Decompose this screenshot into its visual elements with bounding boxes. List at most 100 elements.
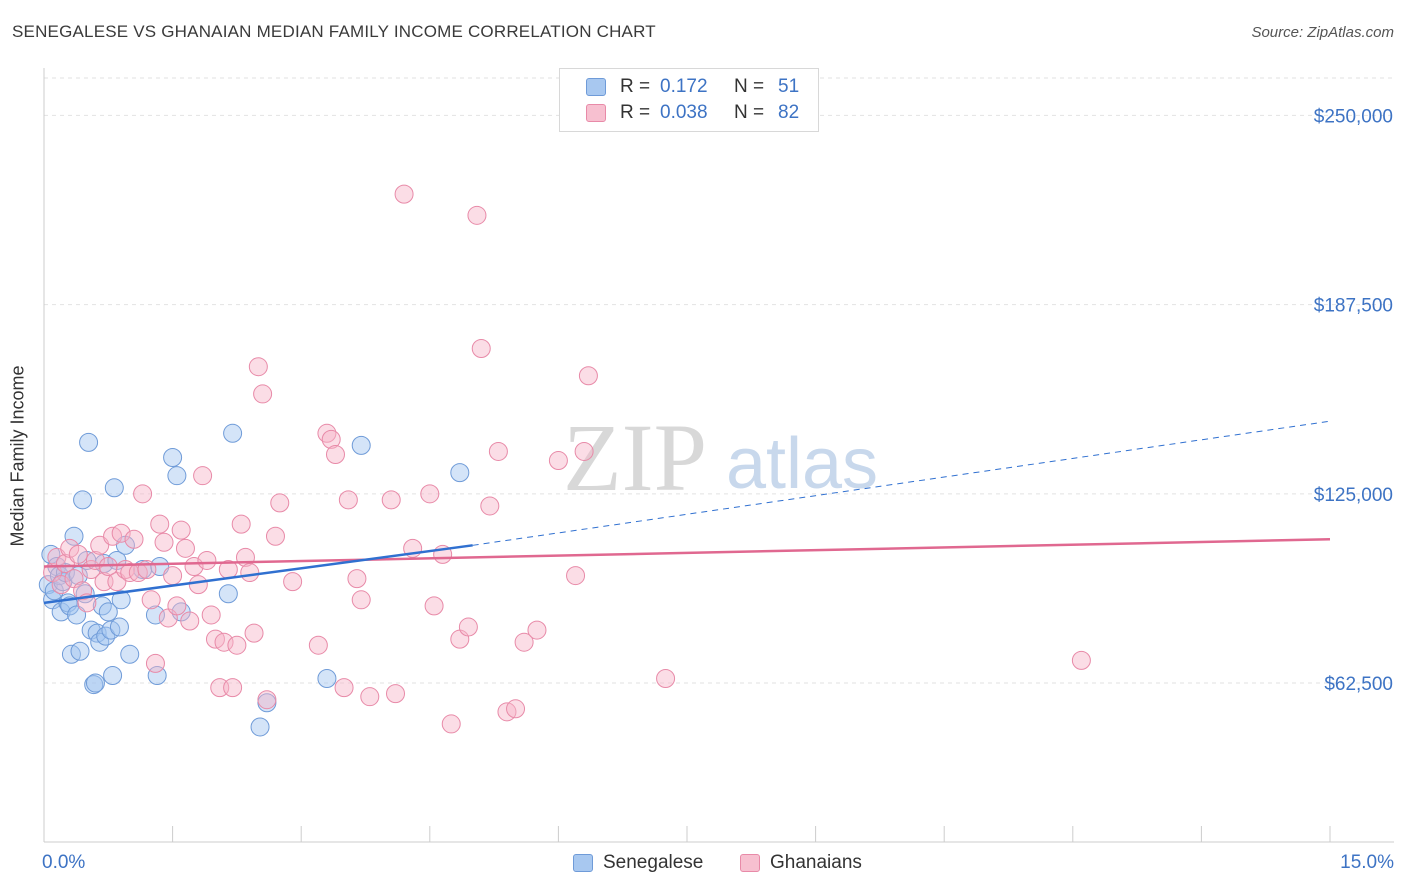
ghanaians-point: [90, 535, 110, 555]
ghanaians-point: [141, 590, 161, 610]
ghanaians-point: [420, 484, 440, 504]
ghanaians-point: [480, 496, 500, 516]
n-value: 82: [778, 102, 800, 123]
ghanaians-point: [227, 635, 247, 655]
ghanaians-point: [394, 184, 414, 204]
ghanaians-point: [193, 466, 213, 486]
r-label: R =: [620, 76, 651, 97]
ghanaians-point: [283, 572, 303, 592]
ghanaians-point: [1071, 650, 1091, 670]
ghanaians-point: [175, 538, 195, 558]
senegalese-point: [167, 466, 187, 486]
senegalese-point: [120, 644, 140, 664]
senegalese-point: [96, 626, 116, 646]
ghanaians-point: [656, 669, 676, 689]
ghanaians-point: [163, 566, 183, 586]
senegalese-point: [67, 605, 87, 625]
ghanaians-point: [386, 684, 406, 704]
ghanaians-point: [308, 635, 328, 655]
series-legend: Senegalese Ghanaians: [0, 852, 1406, 878]
senegalese-point: [111, 590, 131, 610]
r-value: 0.172: [660, 76, 708, 97]
ghanaians-point: [171, 520, 191, 540]
legend-swatch-senegalese: [586, 78, 606, 96]
ghanaians-point: [321, 429, 341, 449]
ghanaians-point: [578, 366, 598, 386]
ghanaians-point: [145, 653, 165, 673]
senegalese-point: [150, 557, 170, 577]
correlation-legend: R = 0.172 N = 51 R = 0.038 N = 82: [559, 68, 819, 132]
ghanaians-point: [167, 596, 187, 616]
legend-label-senegalese: Senegalese: [603, 852, 704, 873]
ghanaians-point: [214, 632, 234, 652]
ghanaians-point: [527, 620, 547, 640]
senegalese-point: [79, 432, 99, 452]
watermark-atlas: atlas: [726, 424, 878, 504]
senegalese-point: [98, 602, 118, 622]
x-axis-max-label: 15.0%: [1340, 852, 1394, 873]
y-tick-label: $250,000: [1314, 106, 1393, 127]
senegalese-point: [147, 665, 167, 685]
senegalese-point: [450, 463, 470, 483]
watermark: ZIP atlas: [563, 404, 878, 511]
ghanaians-point: [424, 596, 444, 616]
ghanaians-point: [381, 490, 401, 510]
ghanaians-trend-line: [43, 538, 1331, 568]
ghanaians-point: [334, 678, 354, 698]
ghanaians-point: [351, 590, 371, 610]
ghanaians-point: [360, 687, 380, 707]
ghanaians-point: [68, 544, 88, 564]
ghanaians-point: [506, 699, 526, 719]
legend-label-ghanaians: Ghanaians: [770, 852, 862, 873]
y-tick-label: $125,000: [1314, 485, 1393, 506]
r-value: 0.038: [660, 102, 708, 123]
senegalese-point: [218, 584, 238, 604]
x-axis-min-label: 0.0%: [42, 852, 86, 873]
ghanaians-point: [248, 357, 268, 377]
ghanaians-point: [574, 441, 594, 461]
n-value: 51: [778, 76, 800, 97]
legend-item-senegalese: Senegalese: [573, 852, 703, 874]
ghanaians-point: [231, 514, 251, 534]
senegalese-point: [64, 526, 84, 546]
senegalese-point: [104, 478, 124, 498]
ghanaians-point: [467, 205, 487, 225]
trend-lines: [43, 420, 1331, 605]
ghanaians-point: [197, 550, 217, 570]
grid-lines: [44, 77, 1394, 684]
senegalese-trend-extension: [472, 420, 1331, 546]
ghanaians-point: [133, 484, 153, 504]
senegalese-point: [103, 665, 123, 685]
ghanaians-point: [55, 553, 75, 573]
ghanaians-point: [111, 523, 131, 543]
ghanaians-point: [253, 384, 273, 404]
senegalese-trend-line: [43, 544, 473, 605]
senegalese-point: [250, 717, 270, 737]
watermark-zip: ZIP: [563, 404, 707, 511]
ghanaians-point: [347, 569, 367, 589]
legend-swatch-senegalese: [573, 854, 593, 872]
senegalese-point: [109, 617, 129, 637]
senegalese-point: [85, 673, 105, 693]
source-credit: Source: ZipAtlas.com: [1251, 24, 1394, 41]
senegalese-point: [351, 435, 371, 455]
r-label: R =: [620, 102, 651, 123]
ghanaians-point: [325, 444, 345, 464]
senegalese-point: [73, 490, 93, 510]
ghanaians-point: [51, 575, 71, 595]
y-axis-label: Median Family Income: [7, 365, 28, 547]
ghanaians-point: [124, 529, 144, 549]
ghanaians-point: [566, 566, 586, 586]
senegalese-point: [163, 448, 183, 468]
ghanaians-point: [514, 632, 534, 652]
ghanaians-point: [265, 526, 285, 546]
senegalese-point: [145, 605, 165, 625]
n-label: N =: [734, 102, 765, 123]
axes: [43, 68, 1394, 843]
ghanaians-point: [240, 563, 260, 583]
ghanaians-point: [338, 490, 358, 510]
ghanaians-point: [223, 678, 243, 698]
ghanaians-point: [257, 690, 277, 710]
ghanaians-point: [154, 532, 174, 552]
